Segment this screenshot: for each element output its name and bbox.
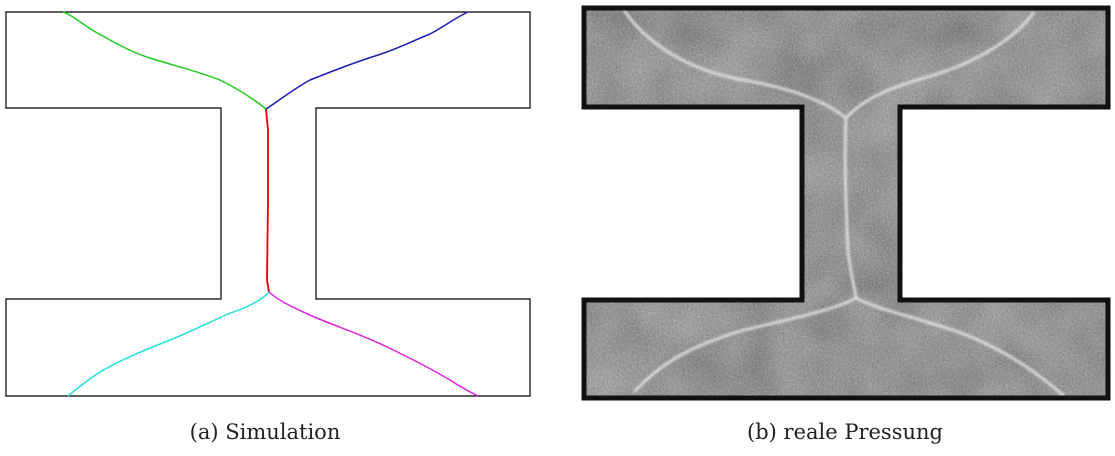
h-profile-outline-photo	[581, 5, 1111, 401]
pressed-material-texture	[584, 8, 1108, 398]
crack-line-top-right	[265, 11, 469, 110]
real-pressing-photo	[581, 5, 1111, 401]
crack-lines-photo	[622, 9, 1065, 397]
crack-line-bottom-left	[67, 291, 270, 397]
figure-panel-real-pressing	[574, 0, 1115, 410]
crack-line-bottom-right	[268, 291, 479, 397]
simulation-diagram	[5, 11, 531, 397]
caption-real-pressing: (b) reale Pressung	[747, 420, 943, 444]
crack-line-center	[265, 108, 270, 293]
caption-simulation: (a) Simulation	[189, 420, 341, 444]
h-profile-outline	[5, 11, 531, 397]
crack-line-top-left	[62, 11, 267, 110]
figure-panel-simulation	[0, 0, 540, 410]
